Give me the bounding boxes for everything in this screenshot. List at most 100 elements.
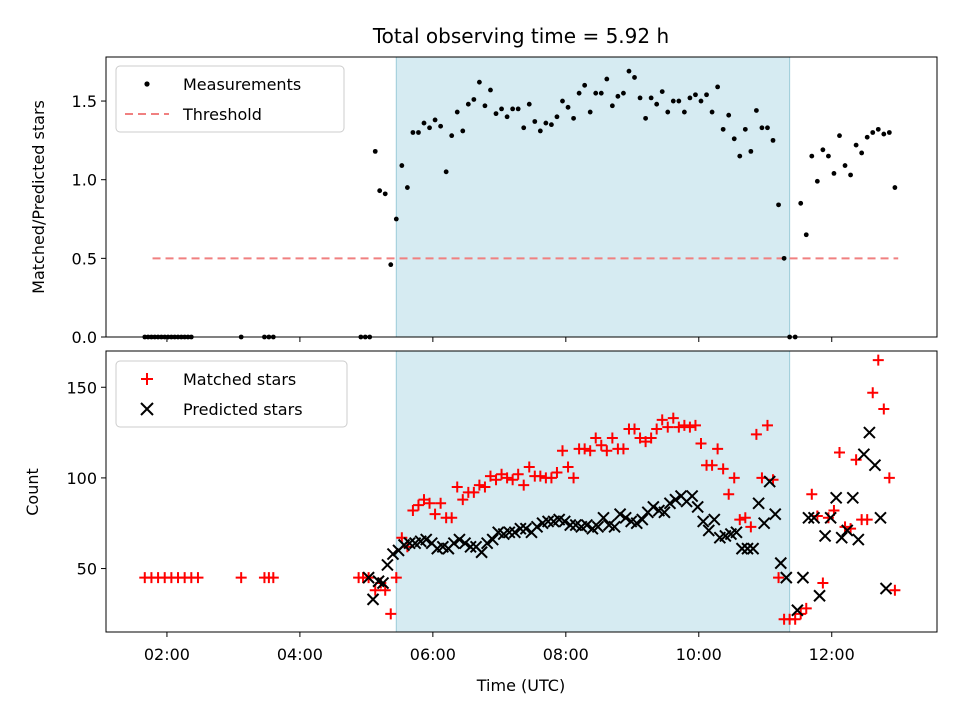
matched-star-point [739, 512, 751, 524]
predicted-star-point [697, 515, 710, 528]
measurement-point [693, 92, 698, 98]
predicted-star-point [752, 497, 765, 510]
matched-star-point [889, 584, 901, 596]
predicted-star-point [846, 491, 859, 505]
predicted-star-point [874, 511, 887, 524]
matched-star-point [523, 461, 535, 473]
matched-star-point [267, 572, 279, 584]
measurement-point [598, 90, 604, 96]
predicted-star-point [636, 513, 649, 526]
predicted-star-point [841, 524, 854, 537]
matched-star-point [551, 466, 563, 478]
measurement-point [892, 185, 898, 190]
predicted-star-point [591, 520, 605, 534]
ratio-y-tick-label: 0.0 [72, 328, 97, 347]
predicted-star-point [362, 571, 375, 584]
matched-star-point [667, 412, 679, 424]
count-y-tick-label: 150 [66, 378, 97, 397]
matched-star-point [773, 572, 785, 584]
measurement-point [560, 98, 565, 104]
predicted-stars-legend-marker [140, 402, 154, 416]
predicted-star-point [774, 556, 787, 570]
predicted-star-point [691, 500, 704, 514]
measurement-point [837, 133, 842, 139]
measurement-point [637, 95, 643, 101]
predicted-star-point [702, 524, 715, 537]
observing-window-span [395, 56, 791, 338]
predicted-star-point [597, 511, 610, 524]
measurement-point [803, 232, 809, 238]
measurement-point [720, 126, 726, 132]
predicted-star-point [647, 500, 660, 514]
measurements-legend-label: Measurements [183, 75, 301, 94]
predicted-star-point [769, 507, 782, 521]
predicted-star-point [514, 522, 527, 535]
measurement-point [526, 101, 532, 107]
matched-star-point [833, 447, 845, 459]
measurement-point [814, 178, 820, 184]
predicted-star-point [824, 511, 837, 524]
ratio-panel: 0.0 0.5 1.0 1.5 Total observing time = 5.92… [29, 24, 938, 347]
measurement-point [731, 136, 737, 142]
count-y-tick-label: 100 [66, 469, 97, 488]
measurement-point [765, 125, 770, 131]
measurement-point [870, 130, 876, 135]
matched-star-point [418, 494, 430, 506]
measurement-point [377, 188, 383, 194]
predicted-star-point [813, 589, 826, 602]
matched-star-point [745, 521, 757, 533]
predicted-star-point [730, 526, 743, 539]
measurement-point [471, 97, 477, 102]
measurement-point [549, 122, 554, 128]
ratio-y-ticks: 0.0 0.5 1.0 1.5 [72, 92, 106, 347]
predicted-star-point [376, 576, 390, 590]
matched-star-point [789, 613, 801, 625]
matched-star-point [817, 577, 829, 589]
matched-star-point [689, 419, 701, 431]
matched-star-point [407, 505, 419, 517]
measurement-point [654, 101, 660, 107]
predicted-star-point [530, 520, 544, 534]
ratio-legend-box [115, 65, 345, 133]
predicted-star-point [796, 571, 810, 584]
matched-star-point [822, 512, 834, 524]
measurement-point [554, 114, 560, 120]
measurement-point [543, 120, 549, 126]
measurement-point [798, 200, 804, 206]
measurement-point [482, 103, 488, 109]
matched-star-point [656, 414, 668, 426]
measurement-point [853, 142, 859, 148]
predicted-star-point [580, 518, 594, 532]
measurement-point [859, 150, 865, 156]
matched-star-point [562, 461, 574, 473]
matched-stars-points [139, 354, 901, 625]
measurement-point [532, 119, 538, 124]
measurement-point [626, 68, 632, 74]
count-y-ticks: 50 100 150 [66, 378, 106, 579]
predicted-star-point [486, 533, 499, 546]
measurement-point [537, 128, 543, 134]
measurement-point [709, 109, 715, 115]
measurement-point [382, 191, 388, 197]
measurement-point [515, 106, 521, 112]
predicted-star-point [658, 506, 671, 519]
measurement-point [875, 126, 881, 132]
matched-star-point [811, 510, 823, 522]
matched-star-point [684, 421, 696, 433]
matched-star-point [662, 421, 674, 433]
predicted-star-point [453, 533, 466, 546]
predicted-star-point [366, 593, 380, 606]
matched-star-point [501, 472, 513, 484]
measurement-point [615, 93, 621, 99]
matched-star-point [645, 432, 657, 444]
predicted-star-point [558, 515, 571, 528]
measurement-point [881, 131, 887, 137]
measurement-point [742, 126, 748, 132]
matched-star-point [424, 497, 436, 509]
measurement-point [681, 109, 687, 115]
measurement-point [593, 90, 599, 96]
matched-star-point [883, 472, 895, 484]
ratio-panel-frame [105, 56, 938, 338]
matched-star-point [595, 439, 607, 451]
